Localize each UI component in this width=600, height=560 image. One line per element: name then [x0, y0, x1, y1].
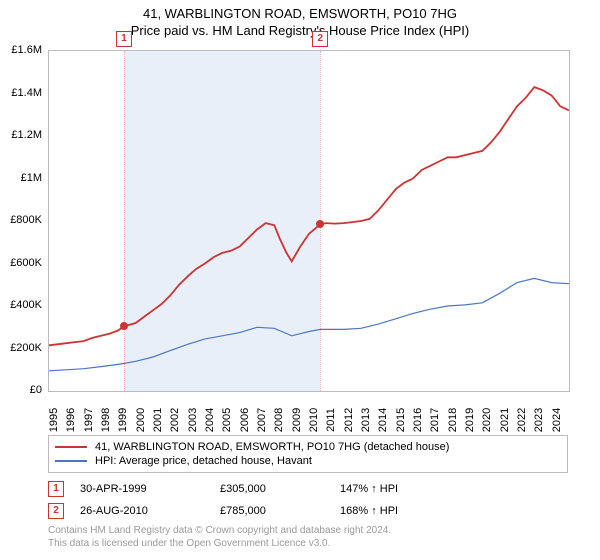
x-tick-label: 2005	[221, 408, 233, 432]
x-axis: 1995 1996 1997 1998 1999 2000 2001 2002 2003 2004…	[48, 392, 568, 432]
x-tick-label: 2024	[551, 408, 563, 432]
x-tick-label: 2004	[204, 408, 216, 432]
x-tick-label: 2006	[239, 408, 251, 432]
legend-swatch	[55, 460, 87, 462]
x-tick-label: 2017	[429, 408, 441, 432]
sales-table: 1 30-APR-1999£305,000147% ↑ HPI 2 26-AUG-20…	[48, 478, 568, 522]
sale-hpi: 147% ↑ HPI	[340, 483, 460, 495]
y-tick-label: £1.4M	[11, 87, 42, 99]
x-tick-label: 2000	[135, 408, 147, 432]
y-tick-label: £1M	[21, 172, 42, 184]
sale-hpi: 168% ↑ HPI	[340, 505, 460, 517]
x-tick-label: 2023	[533, 408, 545, 432]
x-tick-label: 2020	[481, 408, 493, 432]
chart-plot-area: 12	[48, 50, 570, 392]
legend: 41, WARBLINGTON ROAD, EMSWORTH, PO10 7HG…	[48, 435, 568, 473]
x-tick-label: 2016	[412, 408, 424, 432]
x-tick-label: 2015	[395, 408, 407, 432]
sale-marker: 2	[48, 503, 64, 519]
x-tick-label: 2014	[377, 408, 389, 432]
sale-row: 2 26-AUG-2010£785,000168% ↑ HPI	[48, 500, 568, 522]
x-tick-label: 2009	[291, 408, 303, 432]
title-line-2: Price paid vs. HM Land Registry's House …	[0, 23, 600, 40]
x-tick-label: 2013	[360, 408, 372, 432]
x-tick-label: 1996	[65, 408, 77, 432]
sale-row: 1 30-APR-1999£305,000147% ↑ HPI	[48, 478, 568, 500]
x-tick-label: 2012	[343, 408, 355, 432]
x-tick-label: 2021	[499, 408, 511, 432]
x-tick-label: 1998	[100, 408, 112, 432]
legend-item: HPI: Average price, detached house, Hava…	[55, 454, 561, 468]
footer-attribution: Contains HM Land Registry data © Crown c…	[48, 524, 391, 550]
y-axis: £0£200K£400K£600K£800K£1M£1.2M£1.4M£1.6M	[0, 50, 46, 390]
sale-price: £785,000	[220, 505, 340, 517]
y-tick-label: £600K	[10, 257, 42, 269]
x-tick-label: 2001	[152, 408, 164, 432]
x-tick-label: 1997	[83, 408, 95, 432]
marker-box: 2	[312, 31, 328, 47]
sale-date: 30-APR-1999	[80, 483, 220, 495]
legend-swatch	[55, 446, 87, 448]
x-tick-label: 2010	[308, 408, 320, 432]
x-tick-label: 2007	[256, 408, 268, 432]
legend-label: HPI: Average price, detached house, Hava…	[95, 455, 312, 467]
sale-point	[316, 220, 324, 228]
y-tick-label: £800K	[10, 214, 42, 226]
y-tick-label: £400K	[10, 299, 42, 311]
x-tick-label: 2011	[325, 408, 337, 432]
y-tick-label: £1.6M	[11, 44, 42, 56]
y-tick-label: £200K	[10, 342, 42, 354]
footer-line-2: This data is licensed under the Open Gov…	[48, 537, 391, 550]
sale-point	[120, 322, 128, 330]
y-tick-label: £1.2M	[11, 129, 42, 141]
legend-item: 41, WARBLINGTON ROAD, EMSWORTH, PO10 7HG…	[55, 440, 561, 454]
x-tick-label: 2002	[169, 408, 181, 432]
x-tick-label: 2003	[187, 408, 199, 432]
x-tick-label: 2018	[447, 408, 459, 432]
series-price_paid	[49, 87, 569, 345]
legend-label: 41, WARBLINGTON ROAD, EMSWORTH, PO10 7HG…	[95, 441, 449, 453]
x-tick-label: 1995	[48, 408, 60, 432]
sale-marker: 1	[48, 481, 64, 497]
footer-line-1: Contains HM Land Registry data © Crown c…	[48, 524, 391, 537]
marker-box: 1	[116, 31, 132, 47]
chart-title-block: 41, WARBLINGTON ROAD, EMSWORTH, PO10 7HG…	[0, 0, 600, 40]
x-tick-label: 2022	[516, 408, 528, 432]
sale-price: £305,000	[220, 483, 340, 495]
x-tick-label: 1999	[117, 408, 129, 432]
x-tick-label: 2008	[273, 408, 285, 432]
x-tick-label: 2019	[464, 408, 476, 432]
sale-date: 26-AUG-2010	[80, 505, 220, 517]
y-tick-label: £0	[30, 384, 42, 396]
chart-lines-svg	[49, 51, 569, 391]
title-line-1: 41, WARBLINGTON ROAD, EMSWORTH, PO10 7HG	[0, 6, 600, 23]
